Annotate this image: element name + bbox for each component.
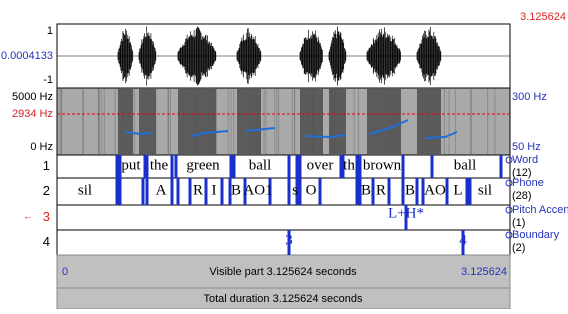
tier-name: Boundary <box>512 229 560 241</box>
interval-label: s <box>292 182 298 198</box>
spectrogram-band <box>118 89 133 154</box>
interval-label: O <box>306 182 317 198</box>
interval-label: put <box>121 157 141 173</box>
wave-label: 1 <box>47 25 53 37</box>
tier-number: 4 <box>43 234 50 249</box>
total-duration: Total duration 3.125624 seconds <box>203 293 363 305</box>
tier-number: 1 <box>43 158 50 173</box>
page: {"header":{"top_time":"3.125624"}, "wave… <box>0 0 568 309</box>
visible-part: Visible part 3.125624 seconds <box>209 266 357 278</box>
interval-label: sil <box>478 182 492 198</box>
wave-label: 0.0004133 <box>1 50 53 62</box>
interval-label: R <box>376 182 386 198</box>
interval-label: AO1 <box>243 182 272 198</box>
body: 3.125624 1 0.0004133 -1 5000 Hz 2934 Hz … <box>0 0 568 309</box>
interval-label: B <box>405 182 415 198</box>
tier-number: 2 <box>43 183 50 198</box>
tier-number: 3 <box>43 209 50 224</box>
tier-name: Phone <box>512 177 544 189</box>
interval-label: the <box>150 157 169 173</box>
visible-end: 3.125624 <box>461 266 507 278</box>
interval-label: green <box>186 157 220 173</box>
interval-label: AO <box>424 182 446 198</box>
wave-label: -1 <box>43 74 53 86</box>
interval-label: ball <box>249 157 272 173</box>
interval-label: A <box>156 182 167 198</box>
visible-start: 0 <box>62 266 68 278</box>
interval-label: 3 <box>285 232 293 248</box>
tier-count: (28) <box>512 190 532 202</box>
tier-name: Pitch Accent <box>512 204 568 216</box>
top-time: 3.125624 <box>520 11 566 23</box>
interval-label: B <box>231 182 241 198</box>
tier-marker: ← <box>23 212 33 223</box>
interval-label: th <box>343 157 355 173</box>
spectrogram-band <box>300 89 323 154</box>
tier-name: Word <box>512 154 538 166</box>
interval-label: ball <box>454 157 477 173</box>
pitch-label: 50 Hz <box>512 141 541 153</box>
freq-label: 0 Hz <box>30 141 53 153</box>
interval-label: brown <box>363 157 402 173</box>
tier-count: (1) <box>512 217 525 229</box>
spectrogram-band <box>237 89 261 154</box>
interval-label: over <box>307 157 334 173</box>
tier-count: (2) <box>512 242 525 254</box>
interval-label: 4 <box>459 232 467 248</box>
pitch-label: 300 Hz <box>512 91 547 103</box>
freq-label: 5000 Hz <box>12 91 53 103</box>
freq-label: 2934 Hz <box>12 108 53 120</box>
interval-label: I <box>212 182 217 198</box>
spectrogram-band <box>139 89 156 154</box>
interval-label: L+H* <box>388 205 424 221</box>
interval-label: sil <box>78 182 92 198</box>
interval-label: L <box>453 182 462 198</box>
interval-label: B <box>361 182 371 198</box>
interval-label: R <box>193 182 203 198</box>
spectrogram-band <box>417 89 441 154</box>
editor: 3.125624 1 0.0004133 -1 5000 Hz 2934 Hz … <box>0 0 568 309</box>
